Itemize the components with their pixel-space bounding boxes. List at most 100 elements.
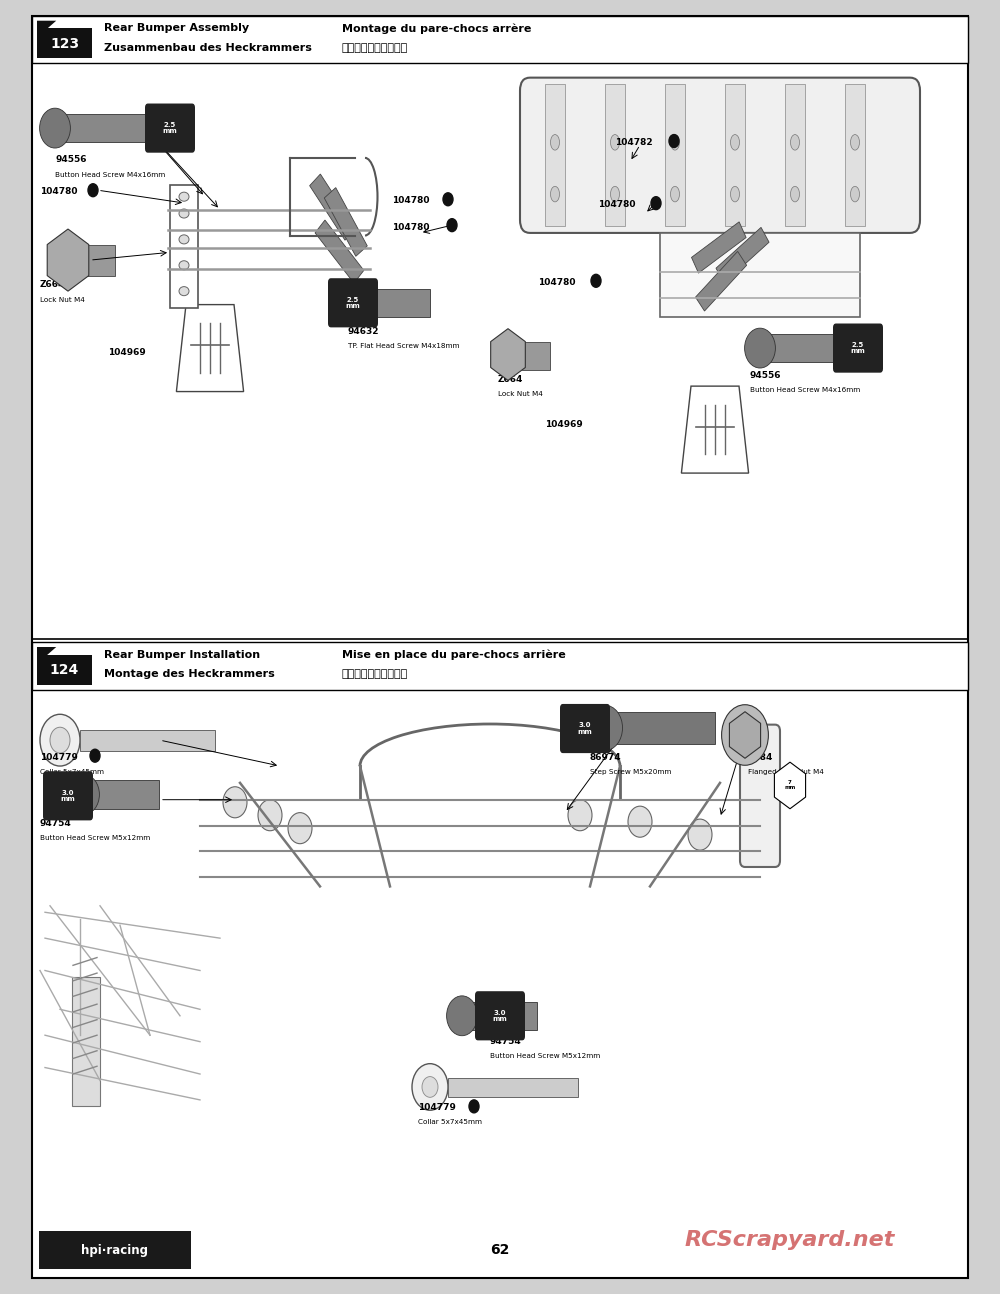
Text: 104780: 104780 — [40, 188, 78, 197]
Bar — [55, 114, 150, 142]
Text: 94632: 94632 — [348, 327, 380, 336]
Bar — [660, 233, 860, 317]
Text: リアバンパーの取付け: リアバンパーの取付け — [342, 669, 408, 679]
Text: Montage du pare-chocs arrère: Montage du pare-chocs arrère — [342, 23, 531, 34]
Polygon shape — [681, 386, 749, 474]
Ellipse shape — [610, 186, 620, 202]
Text: Rear Bumper Installation: Rear Bumper Installation — [104, 650, 260, 660]
Text: Button Head Screw M4x16mm: Button Head Screw M4x16mm — [750, 387, 860, 393]
Ellipse shape — [790, 135, 800, 150]
Text: 94556: 94556 — [55, 155, 87, 164]
Text: hpi·racing: hpi·racing — [80, 1244, 148, 1256]
Text: 3.0
mm: 3.0 mm — [61, 789, 75, 802]
FancyBboxPatch shape — [328, 278, 378, 327]
Text: Flanged Lock Nut M4: Flanged Lock Nut M4 — [748, 769, 824, 775]
Bar — [170, 185, 198, 308]
Bar — [37, 28, 92, 58]
Bar — [785, 84, 805, 226]
Bar — [760, 334, 855, 362]
Circle shape — [90, 749, 100, 762]
Text: 104780: 104780 — [392, 224, 430, 233]
FancyBboxPatch shape — [740, 725, 780, 867]
Circle shape — [669, 135, 679, 148]
Ellipse shape — [179, 261, 189, 270]
FancyBboxPatch shape — [560, 704, 610, 753]
FancyBboxPatch shape — [520, 78, 920, 233]
Bar — [84, 780, 159, 809]
Circle shape — [628, 806, 652, 837]
Bar — [845, 84, 865, 226]
Text: Step Screw M5x20mm: Step Screw M5x20mm — [590, 769, 671, 775]
Circle shape — [588, 705, 622, 751]
Circle shape — [69, 775, 99, 814]
Circle shape — [40, 714, 80, 766]
Text: Lock Nut M4: Lock Nut M4 — [40, 296, 85, 303]
Text: RCScrapyard.net: RCScrapyard.net — [685, 1229, 895, 1250]
Bar — [665, 84, 685, 226]
Bar — [315, 220, 364, 283]
Text: Mise en place du pare-chocs arrière: Mise en place du pare-chocs arrière — [342, 650, 566, 660]
Circle shape — [447, 996, 477, 1035]
Bar — [350, 289, 430, 317]
Text: 104779: 104779 — [418, 1104, 456, 1113]
Text: Collar 5x7x45mm: Collar 5x7x45mm — [40, 769, 104, 775]
Text: Collar 5x7x45mm: Collar 5x7x45mm — [418, 1119, 482, 1126]
Polygon shape — [37, 21, 56, 38]
FancyBboxPatch shape — [145, 104, 195, 153]
Bar — [605, 84, 625, 226]
Text: 104969: 104969 — [545, 421, 583, 430]
Bar — [32, 16, 968, 63]
Circle shape — [745, 329, 775, 367]
Circle shape — [50, 727, 70, 753]
Text: 94556: 94556 — [750, 371, 782, 380]
Text: 2.5
mm: 2.5 mm — [851, 342, 865, 355]
Circle shape — [447, 219, 457, 232]
Circle shape — [422, 1077, 438, 1097]
Text: 104969: 104969 — [108, 348, 146, 357]
Text: 7
mm: 7 mm — [784, 780, 796, 791]
Ellipse shape — [730, 135, 740, 150]
FancyBboxPatch shape — [43, 771, 93, 820]
Text: Rear Bumper Assembly: Rear Bumper Assembly — [104, 23, 249, 34]
Bar — [692, 221, 746, 273]
Circle shape — [288, 813, 312, 844]
Text: 2.5
mm: 2.5 mm — [346, 296, 360, 309]
Text: 124: 124 — [50, 664, 79, 677]
Text: 94754: 94754 — [490, 1038, 522, 1047]
Ellipse shape — [550, 186, 560, 202]
Ellipse shape — [730, 186, 740, 202]
Text: TP. Flat Head Screw M4x18mm: TP. Flat Head Screw M4x18mm — [348, 343, 460, 349]
Ellipse shape — [610, 135, 620, 150]
Ellipse shape — [179, 234, 189, 245]
Bar — [324, 188, 367, 256]
Text: リアバンパーの組立て: リアバンパーの組立て — [342, 43, 408, 53]
Text: 3.0
mm: 3.0 mm — [493, 1009, 507, 1022]
Circle shape — [412, 1064, 448, 1110]
Ellipse shape — [179, 287, 189, 296]
Bar — [462, 1002, 537, 1030]
Text: 123: 123 — [50, 38, 79, 50]
Polygon shape — [37, 647, 56, 664]
Bar — [37, 655, 92, 685]
Text: Lock Nut M4: Lock Nut M4 — [498, 391, 543, 397]
Text: 94754: 94754 — [40, 819, 72, 828]
Ellipse shape — [850, 186, 860, 202]
Ellipse shape — [550, 135, 560, 150]
Text: Z684: Z684 — [748, 753, 773, 762]
Text: 104780: 104780 — [598, 201, 636, 210]
Bar — [545, 84, 565, 226]
Text: Z664: Z664 — [498, 375, 523, 384]
Bar — [32, 642, 968, 690]
Bar — [522, 342, 550, 370]
Circle shape — [40, 109, 70, 148]
FancyBboxPatch shape — [39, 1231, 191, 1269]
Text: 104782: 104782 — [615, 138, 653, 148]
Ellipse shape — [670, 186, 680, 202]
Circle shape — [443, 193, 453, 206]
Ellipse shape — [790, 186, 800, 202]
Text: Z664: Z664 — [40, 281, 65, 290]
Circle shape — [88, 184, 98, 197]
Bar — [448, 1078, 578, 1097]
Bar — [696, 251, 747, 311]
Text: 2.5
mm: 2.5 mm — [163, 122, 177, 135]
